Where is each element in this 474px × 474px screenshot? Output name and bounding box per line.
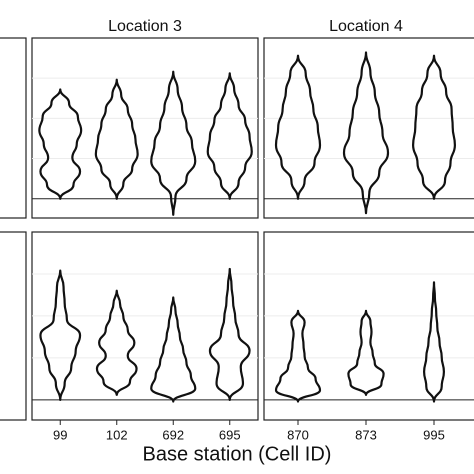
violin	[39, 269, 82, 401]
violin	[208, 267, 251, 401]
x-tick-label: 102	[106, 427, 128, 442]
x-tick-label: 99	[53, 427, 67, 442]
violin	[342, 51, 390, 215]
x-axis-label: Base station (Cell ID)	[143, 443, 332, 465]
violin	[38, 88, 83, 200]
partial-panel	[0, 37, 27, 219]
facet-title: Location 4	[329, 18, 403, 35]
x-tick-label: 873	[355, 427, 377, 442]
partial-panel	[0, 231, 27, 421]
plot-area	[0, 37, 474, 421]
violin	[94, 78, 139, 200]
panel	[31, 37, 259, 219]
violin	[412, 54, 456, 200]
violin	[150, 296, 197, 403]
violin	[95, 289, 138, 396]
x-tick-label: 692	[162, 427, 184, 442]
violin	[274, 54, 322, 200]
violin	[150, 70, 197, 216]
violin	[423, 281, 445, 403]
violin	[347, 309, 385, 396]
panel	[263, 231, 474, 421]
violin	[274, 309, 322, 403]
violin	[206, 72, 253, 200]
x-tick-label: 995	[423, 427, 445, 442]
x-tick-label: 870	[287, 427, 309, 442]
facet-title: Location 3	[108, 18, 182, 35]
x-tick-label: 695	[219, 427, 241, 442]
